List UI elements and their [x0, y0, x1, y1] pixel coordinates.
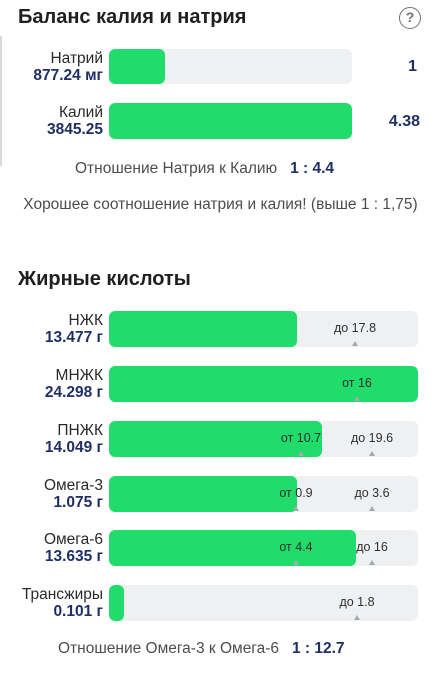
fat-row-bar-fill [109, 476, 298, 512]
fat-row-bar-track [109, 476, 418, 512]
fat-row-range-mark: от 16 [342, 376, 372, 390]
fat-row-range-tick-icon [293, 506, 299, 511]
fat-row-range-mark: от 0.9 [279, 486, 313, 500]
fat-row-name: НЖК [68, 312, 103, 329]
sodium-amount: 877.24 мг [33, 67, 103, 84]
sodium-potassium-ratio-value: 1 : 4.4 [290, 160, 335, 177]
fat-row-label: Трансжиры 0.101 г [22, 586, 103, 620]
fat-row-amount: 14.049 г [44, 439, 103, 456]
potassium-amount: 3845.25 [46, 121, 103, 138]
fats-section-title: Жирные кислоты [18, 268, 191, 290]
fat-row-bar-fill [109, 421, 323, 457]
potassium-ratio-part: 4.38 [388, 113, 420, 130]
sodium-potassium-ratio-label: Отношение Натрия к Калию [75, 160, 278, 177]
fat-row-bar-track [109, 311, 418, 347]
potassium-bar-track [109, 103, 352, 139]
sodium-bar-fill [109, 49, 165, 84]
fat-row-range-mark: от 4.4 [279, 540, 313, 554]
fat-row-label: ПНЖК 14.049 г [45, 422, 103, 456]
sodium-label: Натрий 877.24 мг [33, 50, 103, 84]
potassium-name: Калий [58, 104, 103, 121]
fat-row-name: Омега-3 [43, 477, 103, 494]
fat-row-amount: 13.635 г [44, 548, 103, 565]
potassium-bar-fill [109, 103, 352, 139]
potassium-label: Калий 3845.25 [47, 104, 103, 138]
fat-row-range-mark: от 10.7 [280, 431, 322, 445]
fat-row-name: Трансжиры [21, 586, 103, 603]
fat-row-range-tick-icon [354, 615, 360, 620]
fat-row-bar-track [109, 366, 418, 402]
sodium-bar-track [109, 49, 352, 84]
balance-note: Хорошее соотношение натрия и калия! (выш… [23, 196, 418, 213]
fat-row-range-tick-icon [369, 506, 375, 511]
fat-row-bar-track [109, 530, 418, 566]
fat-row-range-mark: до 16 [356, 540, 388, 554]
fat-row-bar-fill [109, 366, 418, 402]
fat-row-label: Омега-3 1.075 г [44, 477, 103, 511]
fat-row-bar-fill [109, 530, 357, 566]
omega-ratio: Отношение Омега-3 к Омега-6 1 : 12.7 [58, 640, 345, 658]
fat-row-range-tick-icon [369, 451, 375, 456]
sodium-potassium-ratio: Отношение Натрия к Калию 1 : 4.4 [75, 160, 334, 178]
omega-ratio-label: Отношение Омега-3 к Омега-6 [58, 640, 280, 657]
fat-row-range-tick-icon [298, 451, 304, 456]
fat-row-label: НЖК 13.477 г [45, 312, 103, 346]
sodium-ratio-part: 1 [408, 58, 417, 75]
fat-row-range-mark: до 19.6 [350, 431, 394, 445]
fat-row-bar-fill [109, 311, 298, 347]
fat-row-amount: 13.477 г [44, 329, 103, 346]
fat-row-range-mark: до 1.8 [339, 595, 375, 609]
fat-row-range-tick-icon [352, 341, 358, 346]
fat-row-range-tick-icon [354, 396, 360, 401]
fat-row-range-mark: до 3.6 [354, 486, 390, 500]
fat-row-name: ПНЖК [57, 422, 103, 439]
fat-row-label: МНЖК 24.298 г [45, 367, 103, 401]
fat-row-label: Омега-6 13.635 г [44, 531, 103, 565]
fat-row-range-mark: до 17.8 [333, 321, 377, 335]
fat-row-name: МНЖК [55, 367, 103, 384]
help-question-icon[interactable]: ? [399, 7, 421, 29]
omega-ratio-value: 1 : 12.7 [291, 640, 345, 657]
fat-row-amount: 1.075 г [53, 494, 103, 511]
fat-row-range-tick-icon [369, 560, 375, 565]
fat-row-bar-fill [109, 585, 125, 621]
fat-row-name: Омега-6 [43, 531, 103, 548]
fat-row-amount: 0.101 г [53, 603, 103, 620]
fat-row-range-tick-icon [293, 560, 299, 565]
fat-row-amount: 24.298 г [44, 384, 103, 401]
left-edge-divider [0, 36, 2, 166]
balance-section-title: Баланс калия и натрия [18, 6, 247, 28]
fat-row-bar-track [109, 421, 418, 457]
fat-row-bar-track [109, 585, 418, 621]
sodium-name: Натрий [50, 50, 103, 67]
